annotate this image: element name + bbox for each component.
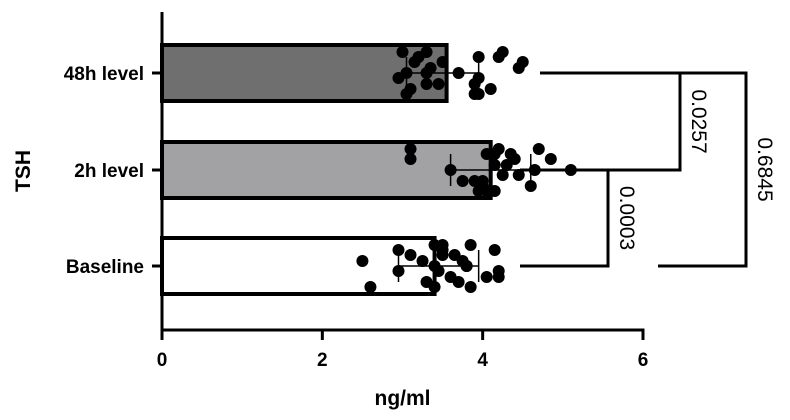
data-point: [492, 265, 505, 277]
data-point: [424, 62, 437, 74]
data-point: [400, 88, 413, 100]
bar-2h-level: [160, 140, 493, 200]
points-layer: [356, 46, 577, 293]
axes-layer: 0 2 4 6 48h level 2h level Baseline: [64, 12, 649, 371]
y-axis-title: TSH: [12, 150, 35, 192]
data-point: [488, 159, 501, 171]
data-point: [464, 239, 477, 251]
significance-bracket: [658, 71, 748, 268]
data-point: [412, 51, 425, 63]
data-point: [484, 83, 497, 95]
data-point: [516, 56, 529, 68]
bar-baseline: [160, 236, 437, 296]
data-point: [504, 148, 517, 160]
data-point: [456, 255, 469, 267]
data-point: [432, 78, 445, 90]
y-category-label: 2h level: [74, 161, 144, 182]
p-value-label: 0.0257: [687, 89, 710, 153]
data-point: [404, 153, 417, 165]
x-axis-title: ng/ml: [375, 387, 431, 410]
data-point: [496, 46, 509, 58]
x-tick-label: 2: [317, 350, 328, 371]
data-point: [464, 281, 477, 293]
data-point: [480, 271, 493, 283]
data-point: [512, 169, 525, 181]
p-value-label: 0.6845: [753, 137, 776, 201]
x-tick-label: 4: [477, 350, 488, 371]
data-point: [364, 281, 377, 293]
data-point: [488, 244, 501, 256]
data-point: [356, 255, 369, 267]
y-category-label: Baseline: [66, 257, 144, 278]
significance-bracket: [540, 71, 682, 172]
y-category-label: 48h level: [64, 64, 144, 85]
p-value-label: 0.0003: [615, 186, 638, 250]
x-tick-label: 6: [638, 350, 649, 371]
data-point: [420, 78, 433, 90]
data-point: [544, 153, 557, 165]
data-point: [396, 46, 409, 58]
x-tick-label: 0: [157, 350, 168, 371]
data-point: [404, 249, 417, 261]
data-point: [468, 88, 481, 100]
data-point: [404, 143, 417, 155]
data-point: [428, 281, 441, 293]
data-point: [488, 148, 501, 160]
data-point: [444, 271, 457, 283]
brackets-layer: 0.0257 0.0003 0.6845: [520, 71, 776, 268]
data-point: [500, 159, 513, 171]
data-point: [488, 185, 501, 197]
data-point: [532, 143, 545, 155]
data-point: [456, 175, 469, 187]
data-point: [496, 169, 509, 181]
data-point: [476, 175, 489, 187]
data-point: [436, 244, 449, 256]
data-point: [436, 56, 449, 68]
data-point: [416, 255, 429, 267]
significance-bracket: [520, 168, 610, 268]
